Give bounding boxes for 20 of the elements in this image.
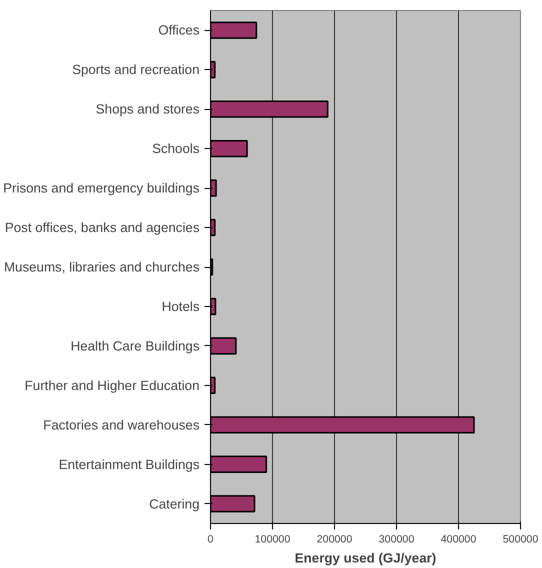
y-tick-label: Museums, libraries and churches <box>4 260 200 274</box>
x-axis-title: Energy used (GJ/year) <box>294 550 436 566</box>
x-tick-label: 400000 <box>440 534 476 546</box>
x-tick-label: 0 <box>208 534 214 546</box>
x-tick-label: 300000 <box>378 534 414 546</box>
y-tick-label: Offices <box>158 22 200 38</box>
y-tick-label: Post offices, banks and agencies <box>4 220 200 236</box>
x-tick-label: 500000 <box>502 534 538 546</box>
y-tick-label: Shops and stores <box>96 102 200 117</box>
y-tick-label: Factories and warehouses <box>43 417 200 432</box>
y-tick-label: Prisons and emergency buildings <box>3 180 200 196</box>
y-tick-label: Schools <box>152 141 200 156</box>
x-tick-label: 100000 <box>254 534 290 546</box>
y-tick-label: Hotels <box>162 298 200 314</box>
y-tick-label: Further and Higher Education <box>24 378 200 393</box>
y-tick-label: Sports and recreation <box>72 62 200 78</box>
y-tick-label: Catering <box>149 496 200 512</box>
x-tick-label: 200000 <box>316 534 352 546</box>
y-tick-label: Health Care Buildings <box>70 338 200 354</box>
y-tick-label: Entertainment Buildings <box>58 456 200 472</box>
